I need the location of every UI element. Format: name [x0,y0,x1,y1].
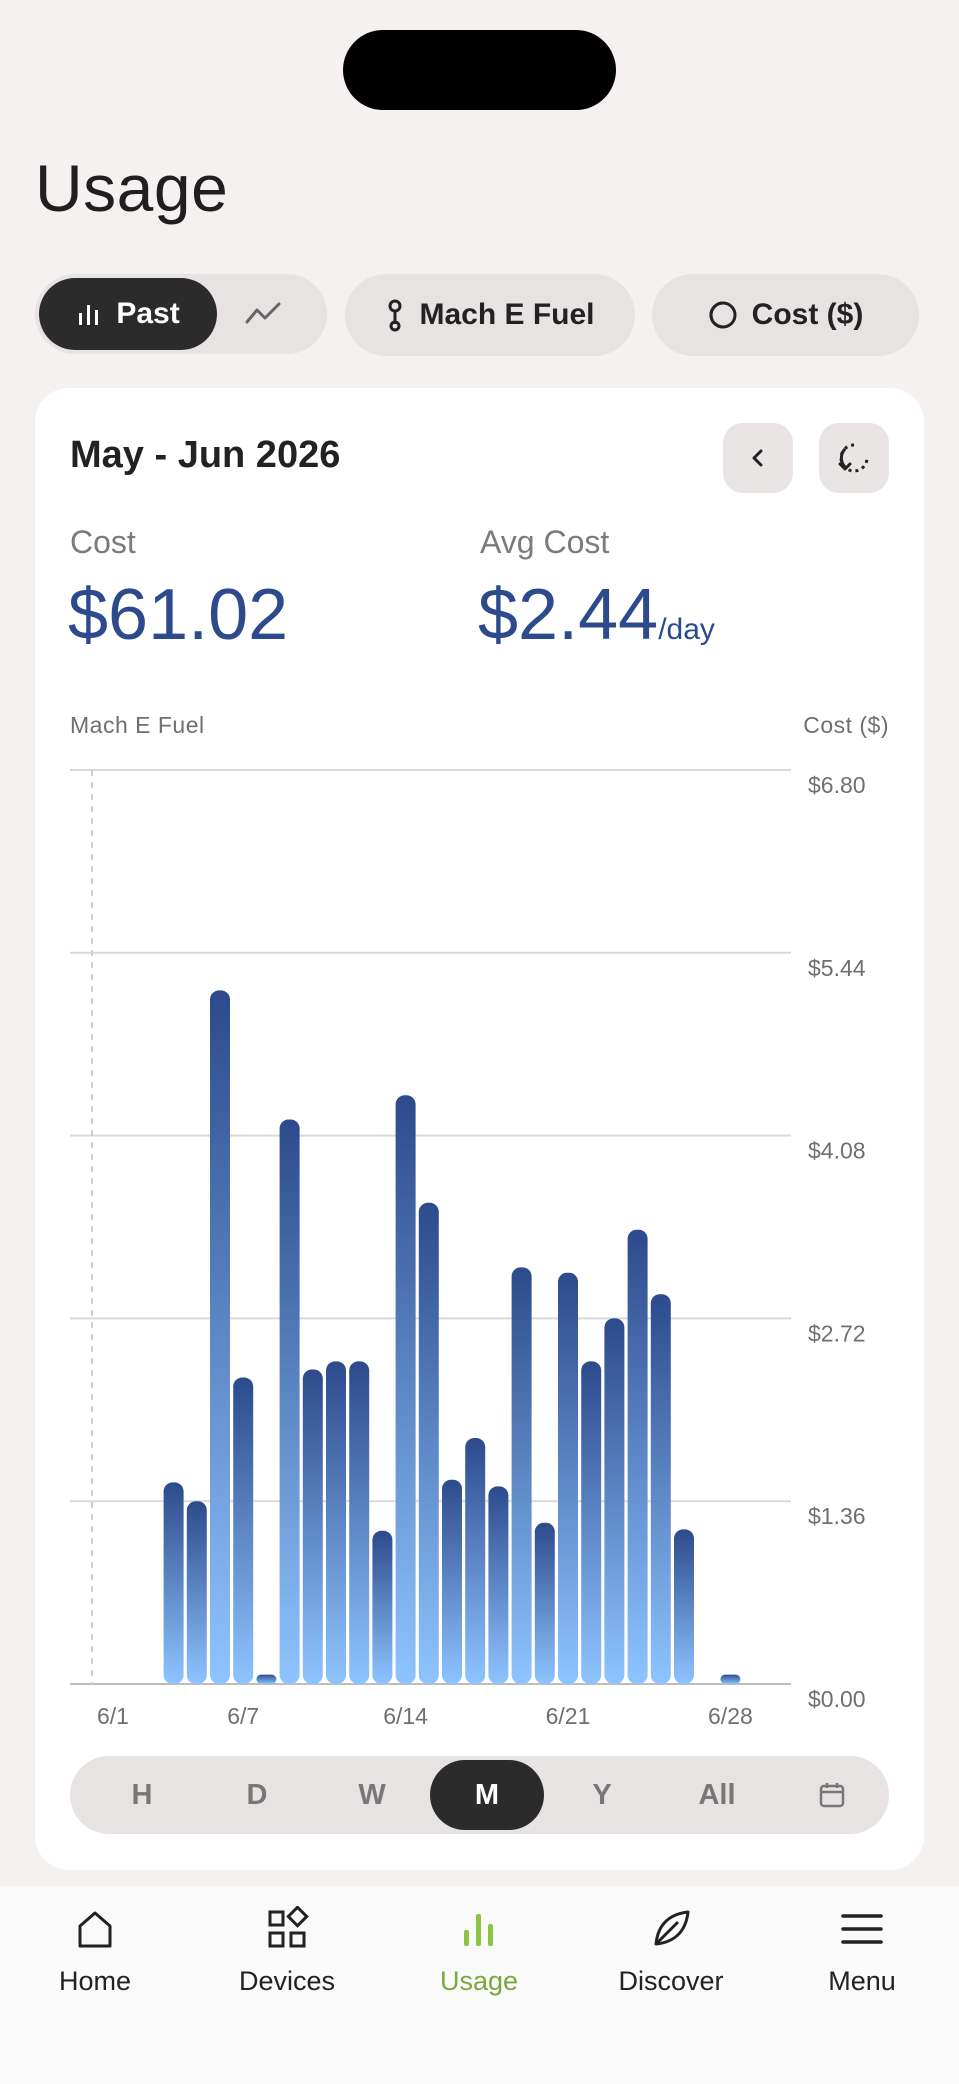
cost-bar-chart: $6.80 $5.44 $4.08 $2.72 $1.36 $0.00 6/1 6/7 6/14… [70,769,866,1729]
x-tick-label: 6/7 [227,1703,259,1729]
avg-cost-value: $2.44 [478,575,659,655]
cost-bar[interactable] [442,1479,462,1684]
period-option-y[interactable]: Y [592,1778,612,1811]
past-view-button[interactable]: Past [39,278,217,350]
cost-bar[interactable] [604,1318,625,1684]
nav-home[interactable]: Home [0,1906,190,2016]
period-option-d[interactable]: D [246,1778,268,1811]
reset-period-button[interactable] [819,423,889,493]
cost-bar[interactable] [465,1438,486,1684]
avg-cost-label: Avg Cost [480,524,610,560]
plug-icon [388,299,402,332]
cost-bar[interactable] [372,1530,393,1684]
nav-home-label: Home [58,1966,132,1996]
cost-bar[interactable] [534,1522,555,1684]
cost-bar[interactable] [674,1529,694,1684]
date-range-title: May - Jun 2026 [70,434,341,476]
chevron-left-icon [752,449,763,467]
usage-card: May - Jun 2026 Cost $61.02 Avg Cost $2.4… [35,388,924,1870]
calendar-button[interactable] [775,1760,889,1830]
cost-bar[interactable] [163,1482,184,1684]
avg-cost-value-wrap: $2.44/day [478,574,715,656]
cost-bar[interactable] [210,990,230,1684]
bottom-navigation: Home Devices Usage Discover Menu [0,1886,959,2084]
metric-filter-chip[interactable]: Cost ($) [652,274,919,356]
cost-bar[interactable] [511,1267,532,1684]
period-option-w[interactable]: W [358,1778,386,1811]
cost-bar[interactable] [395,1095,416,1684]
nav-discover-label: Discover [618,1966,724,1996]
device-filter-label: Mach E Fuel [419,298,595,331]
cost-label: Cost [70,524,136,560]
y-tick-label: $4.08 [808,1138,866,1164]
trend-line-icon[interactable] [243,296,283,332]
calendar-icon [819,1783,845,1808]
page-title: Usage [35,151,229,225]
cost-bar[interactable] [650,1294,671,1684]
cost-bar[interactable] [558,1272,578,1684]
x-tick-label: 6/14 [383,1703,428,1729]
cost-bar[interactable] [720,1674,741,1684]
x-tick-label: 6/21 [546,1703,591,1729]
nav-menu-label: Menu [828,1966,896,1996]
y-tick-label: $1.36 [808,1503,866,1529]
chart-device-label: Mach E Fuel [70,712,205,738]
menu-icon [841,1914,883,1944]
cost-bar[interactable] [488,1486,509,1684]
y-tick-label: $5.44 [808,955,866,981]
period-option-h[interactable]: H [131,1778,153,1811]
y-tick-label: $2.72 [808,1320,866,1346]
avg-cost-unit: /day [658,613,715,646]
cost-bar[interactable] [233,1377,254,1684]
period-option-m[interactable]: M [430,1760,544,1830]
x-tick-label: 6/1 [97,1703,129,1729]
camera-notch [343,30,616,110]
bar-chart-icon [79,305,99,325]
y-tick-label: $0.00 [808,1686,866,1712]
cost-bar[interactable] [186,1501,207,1684]
nav-menu[interactable]: Menu [767,1906,957,2016]
nav-discover[interactable]: Discover [576,1906,766,2016]
moon-coin-icon [709,301,737,329]
chart-axis-label: Cost ($) [803,712,889,738]
cost-bar[interactable] [581,1361,602,1684]
cost-bar[interactable] [326,1361,346,1684]
cost-bar[interactable] [349,1361,370,1684]
nav-usage[interactable]: Usage [384,1906,574,2016]
nav-devices[interactable]: Devices [192,1906,382,2016]
nav-usage-label: Usage [439,1966,519,1996]
nav-devices-label: Devices [238,1966,336,1996]
metric-filter-label: Cost ($) [751,298,864,331]
cost-bar[interactable] [256,1674,277,1684]
cost-bar[interactable] [302,1369,323,1684]
cost-bar[interactable] [418,1202,439,1684]
previous-period-button[interactable] [723,423,793,493]
y-tick-label: $6.80 [808,772,866,798]
view-toggle: Past [35,274,327,354]
usage-bars-icon [464,1914,493,1946]
cost-bar[interactable] [279,1119,300,1684]
leaf-icon [654,1910,690,1946]
home-icon [78,1911,112,1948]
period-selector: H D W M Y All [70,1756,889,1834]
x-tick-label: 6/28 [708,1703,753,1729]
device-filter-chip[interactable]: Mach E Fuel [345,274,635,356]
cost-value: $61.02 [68,575,289,655]
cost-bar[interactable] [627,1229,648,1684]
past-view-label: Past [116,297,180,330]
reset-icon [838,443,869,473]
period-option-all[interactable]: All [698,1778,736,1811]
devices-icon [268,1906,309,1948]
